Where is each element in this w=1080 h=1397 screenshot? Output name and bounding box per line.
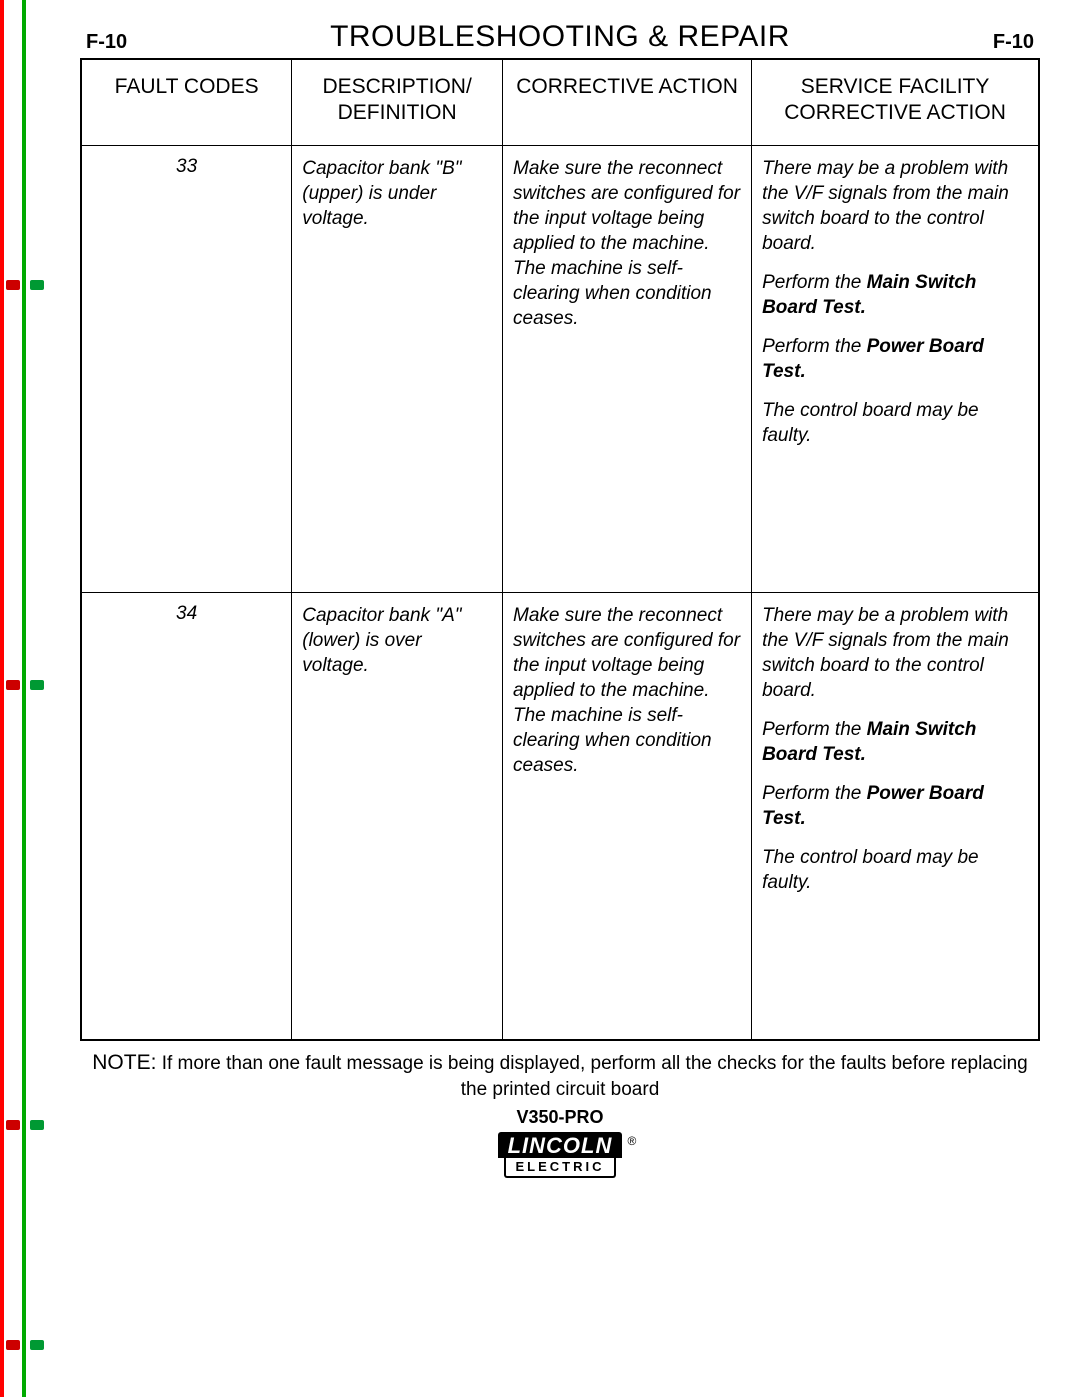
footer-note: NOTE: If more than one fault message is …	[80, 1049, 1040, 1103]
rail-marker-icon	[30, 1340, 44, 1350]
service-p2: Perform the Main Switch Board Test.	[762, 270, 1028, 320]
logo-top: LINCOLN	[498, 1132, 623, 1158]
row-spacer	[81, 920, 1039, 1040]
page-header: F-10 TROUBLESHOOTING & REPAIR F-10	[80, 20, 1040, 58]
description-cell: Capacitor bank "B"(upper) is under volta…	[292, 145, 503, 472]
table-header-row: FAULT CODES DESCRIPTION/ DEFINITION CORR…	[81, 59, 1039, 145]
page: F-10 TROUBLESHOOTING & REPAIR F-10 FAULT…	[60, 0, 1060, 1397]
rail-marker-icon	[6, 1120, 20, 1130]
table-row: 34Capacitor bank "A"(lower) is over volt…	[81, 592, 1039, 919]
rail-marker-icon	[30, 1120, 44, 1130]
header-right: F-10	[993, 31, 1034, 54]
service-cell: There may be a problem with the V/F sign…	[752, 145, 1039, 472]
col-fault-codes: FAULT CODES	[81, 59, 292, 145]
service-p3: Perform the Power Board Test.	[762, 781, 1028, 831]
service-p1: There may be a problem with the V/F sign…	[762, 603, 1028, 703]
rail-marker-icon	[30, 280, 44, 290]
service-cell: There may be a problem with the V/F sign…	[752, 592, 1039, 919]
corrective-cell: Make sure the reconnect switches are con…	[503, 145, 752, 472]
col-service: SERVICE FACILITY CORRECTIVE ACTION	[752, 59, 1039, 145]
rail-marker-icon	[6, 1340, 20, 1350]
note-lead: NOTE:	[92, 1051, 156, 1074]
logo-bottom: ELECTRIC	[504, 1158, 617, 1178]
logo: LINCOLN ® ELECTRIC	[80, 1132, 1040, 1178]
rail-marker-icon	[6, 680, 20, 690]
rail-icons-green	[30, 0, 50, 1397]
corrective-cell: Make sure the reconnect switches are con…	[503, 592, 752, 919]
row-spacer	[81, 472, 1039, 592]
fault-code: 34	[81, 592, 292, 919]
model-label: V350-PRO	[80, 1107, 1040, 1128]
rail-icons-red	[6, 0, 26, 1397]
col-description: DESCRIPTION/ DEFINITION	[292, 59, 503, 145]
description-cell: Capacitor bank "A"(lower) is over voltag…	[292, 592, 503, 919]
fault-table: FAULT CODES DESCRIPTION/ DEFINITION CORR…	[80, 58, 1040, 1041]
page-title: TROUBLESHOOTING & REPAIR	[330, 20, 790, 54]
service-p2: Perform the Main Switch Board Test.	[762, 717, 1028, 767]
header-left: F-10	[86, 31, 127, 54]
table-row: 33Capacitor bank "B"(upper) is under vol…	[81, 145, 1039, 472]
note-body: If more than one fault message is being …	[162, 1053, 1028, 1100]
service-p1: There may be a problem with the V/F sign…	[762, 156, 1028, 256]
service-p3: Perform the Power Board Test.	[762, 334, 1028, 384]
rail-marker-icon	[30, 680, 44, 690]
rail-marker-icon	[6, 280, 20, 290]
fault-code: 33	[81, 145, 292, 472]
service-p4: The control board may be faulty.	[762, 398, 1028, 448]
service-p4: The control board may be faulty.	[762, 845, 1028, 895]
col-corrective: CORRECTIVE ACTION	[503, 59, 752, 145]
registered-icon: ®	[628, 1134, 637, 1148]
table-body: 33Capacitor bank "B"(upper) is under vol…	[81, 145, 1039, 1040]
